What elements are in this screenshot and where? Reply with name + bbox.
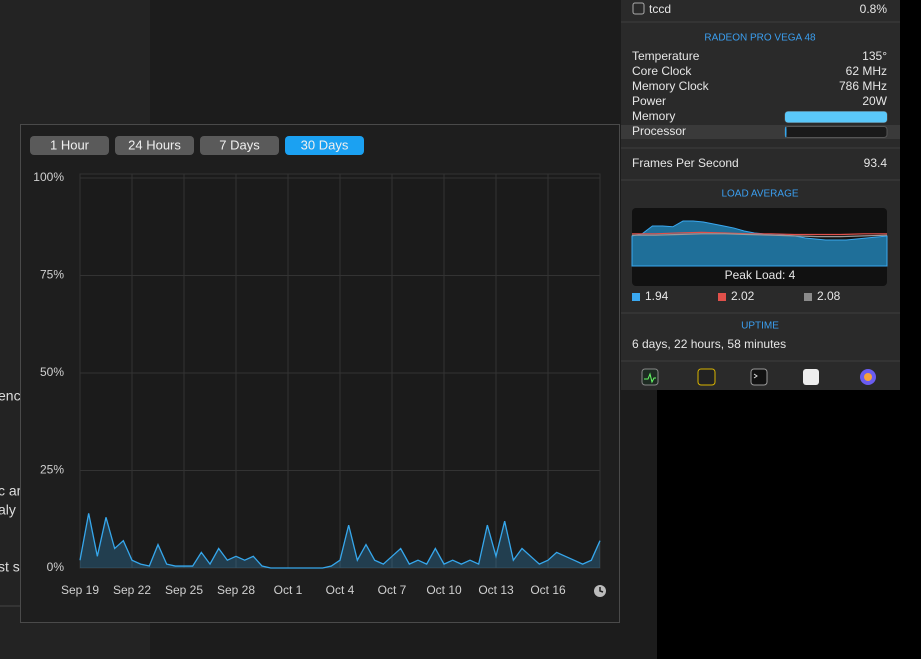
range-button[interactable]: [30, 136, 109, 155]
fps-label: Frames Per Second: [632, 156, 739, 170]
process-icon: [632, 2, 645, 15]
range-button-label: 7 Days: [219, 137, 260, 152]
load-line: [632, 233, 888, 238]
x-tick-label: Oct 13: [478, 583, 514, 597]
gpu-bar-label: Processor: [632, 124, 686, 138]
range-button-label: 30 Days: [301, 137, 349, 152]
console-icon[interactable]: [697, 368, 716, 386]
x-tick-label: Oct 16: [530, 583, 566, 597]
gpu-row-label: Power: [632, 94, 666, 108]
gpu-row-label: Memory Clock: [632, 79, 710, 93]
x-tick-label: Oct 10: [426, 583, 462, 597]
range-button-label: 1 Hour: [50, 137, 90, 152]
icon-glyph: [753, 373, 758, 379]
gpu-row-value: 135°: [862, 49, 887, 63]
line-fill: [80, 513, 600, 568]
y-tick-label: 25%: [40, 463, 64, 477]
gpu-row-value: 20W: [862, 94, 887, 108]
terminal-icon[interactable]: [750, 368, 768, 386]
gpu-row-label: Temperature: [632, 49, 700, 63]
icon-glyph: [599, 587, 604, 593]
gpu-bar: [785, 111, 887, 123]
gpu-row-label: Core Clock: [632, 64, 692, 78]
load-title: LOAD AVERAGE: [721, 189, 798, 200]
uptime-text: 6 days, 22 hours, 58 minutes: [632, 337, 786, 351]
range-button-label: 24 Hours: [128, 137, 181, 152]
y-tick-label: 100%: [33, 170, 64, 184]
load-line: [632, 231, 887, 236]
disk-utility-icon[interactable]: [803, 369, 819, 385]
range-button[interactable]: [115, 136, 194, 155]
text-fragment: st s: [0, 559, 20, 575]
x-tick-label: Sep 25: [165, 583, 203, 597]
icon-glyph: [644, 372, 656, 384]
x-tick-label: Oct 7: [378, 583, 407, 597]
gpu-bar-track: [784, 126, 888, 138]
activity-monitor-icon[interactable]: [641, 368, 659, 386]
app-icons: [641, 368, 876, 386]
gpu-bar: [785, 126, 787, 138]
x-tick-label: Sep 22: [113, 583, 151, 597]
menu-bg: [621, 0, 900, 390]
line-series: [79, 513, 601, 569]
text-fragment: aly: [0, 502, 16, 518]
legend-value: 2.08: [817, 289, 841, 303]
text-fragment: enc: [0, 388, 21, 404]
gpu-row-value: 62 MHz: [846, 64, 887, 78]
legend-value: 1.94: [645, 289, 669, 303]
range-button[interactable]: [285, 136, 364, 155]
icon-glyph: [864, 373, 872, 381]
chart-popup: 0% 25% 50% 75% 100% Sep 19 Sep 22 Sep 25 Sep 28 O…: [20, 124, 620, 623]
x-tick-label: Oct 1: [274, 583, 303, 597]
legend-swatch: [632, 293, 640, 301]
x-tick-label: Sep 19: [61, 583, 99, 597]
legend-value: 2.02: [731, 289, 755, 303]
plot: 0% 25% 50% 75% 100% Sep 19 Sep 22 Sep 25 Sep 28 O…: [33, 170, 601, 597]
process-value: 0.8%: [860, 2, 888, 16]
x-tick-label: Sep 28: [217, 583, 255, 597]
peak-load: Peak Load: 4: [725, 268, 796, 282]
y-tick-label: 75%: [40, 268, 64, 282]
uptime-title: UPTIME: [741, 321, 779, 332]
gpu-bar-label: Memory: [632, 109, 675, 123]
y-tick-label: 50%: [40, 365, 64, 379]
text-fragment: c ar: [0, 483, 22, 499]
y-tick-label: 0%: [47, 560, 65, 574]
gpu-row-value: 786 MHz: [839, 79, 887, 93]
fps-value: 93.4: [864, 156, 888, 170]
gpu-title: RADEON PRO VEGA 48: [704, 33, 816, 44]
legend-swatch: [804, 293, 812, 301]
process-name: tccd: [649, 2, 671, 16]
range-button[interactable]: [200, 136, 279, 155]
legend-swatch: [718, 293, 726, 301]
menu-panel: tccd 0.8% RADEON PRO VEGA 48 Frames Per …: [621, 0, 900, 390]
x-tick-label: Oct 4: [326, 583, 355, 597]
